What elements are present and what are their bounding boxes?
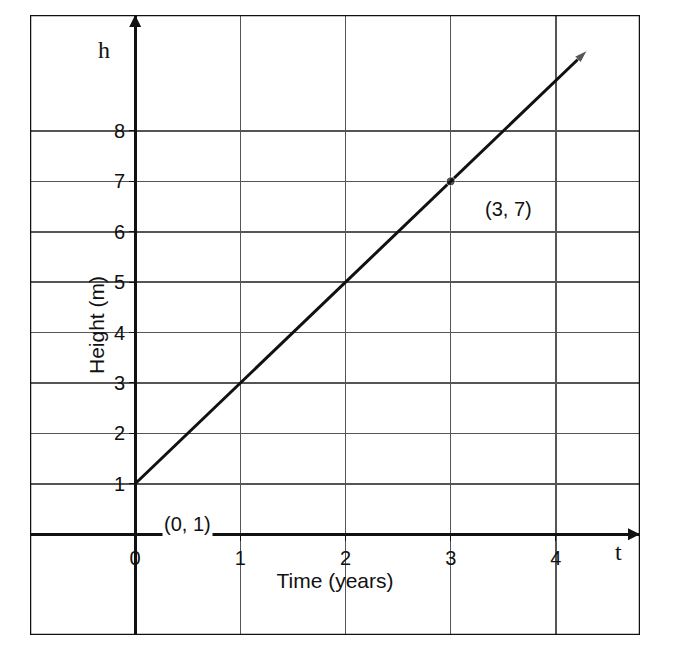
svg-text:(3, 7): (3, 7)	[485, 198, 532, 220]
svg-text:6: 6	[114, 221, 125, 243]
svg-text:Time (years): Time (years)	[276, 569, 393, 592]
svg-text:1: 1	[114, 473, 125, 495]
svg-text:(0, 1): (0, 1)	[164, 513, 211, 535]
svg-text:4: 4	[550, 547, 561, 569]
svg-text:t: t	[615, 539, 622, 565]
svg-text:3: 3	[114, 372, 125, 394]
svg-text:4: 4	[114, 322, 125, 344]
svg-text:2: 2	[114, 422, 125, 444]
svg-text:2: 2	[340, 547, 351, 569]
svg-text:Height (m): Height (m)	[85, 276, 108, 374]
svg-text:3: 3	[445, 547, 456, 569]
svg-text:5: 5	[114, 271, 125, 293]
svg-text:7: 7	[114, 170, 125, 192]
svg-text:8: 8	[114, 120, 125, 142]
svg-text:0: 0	[130, 547, 141, 569]
svg-text:h: h	[98, 37, 110, 63]
svg-text:1: 1	[235, 547, 246, 569]
